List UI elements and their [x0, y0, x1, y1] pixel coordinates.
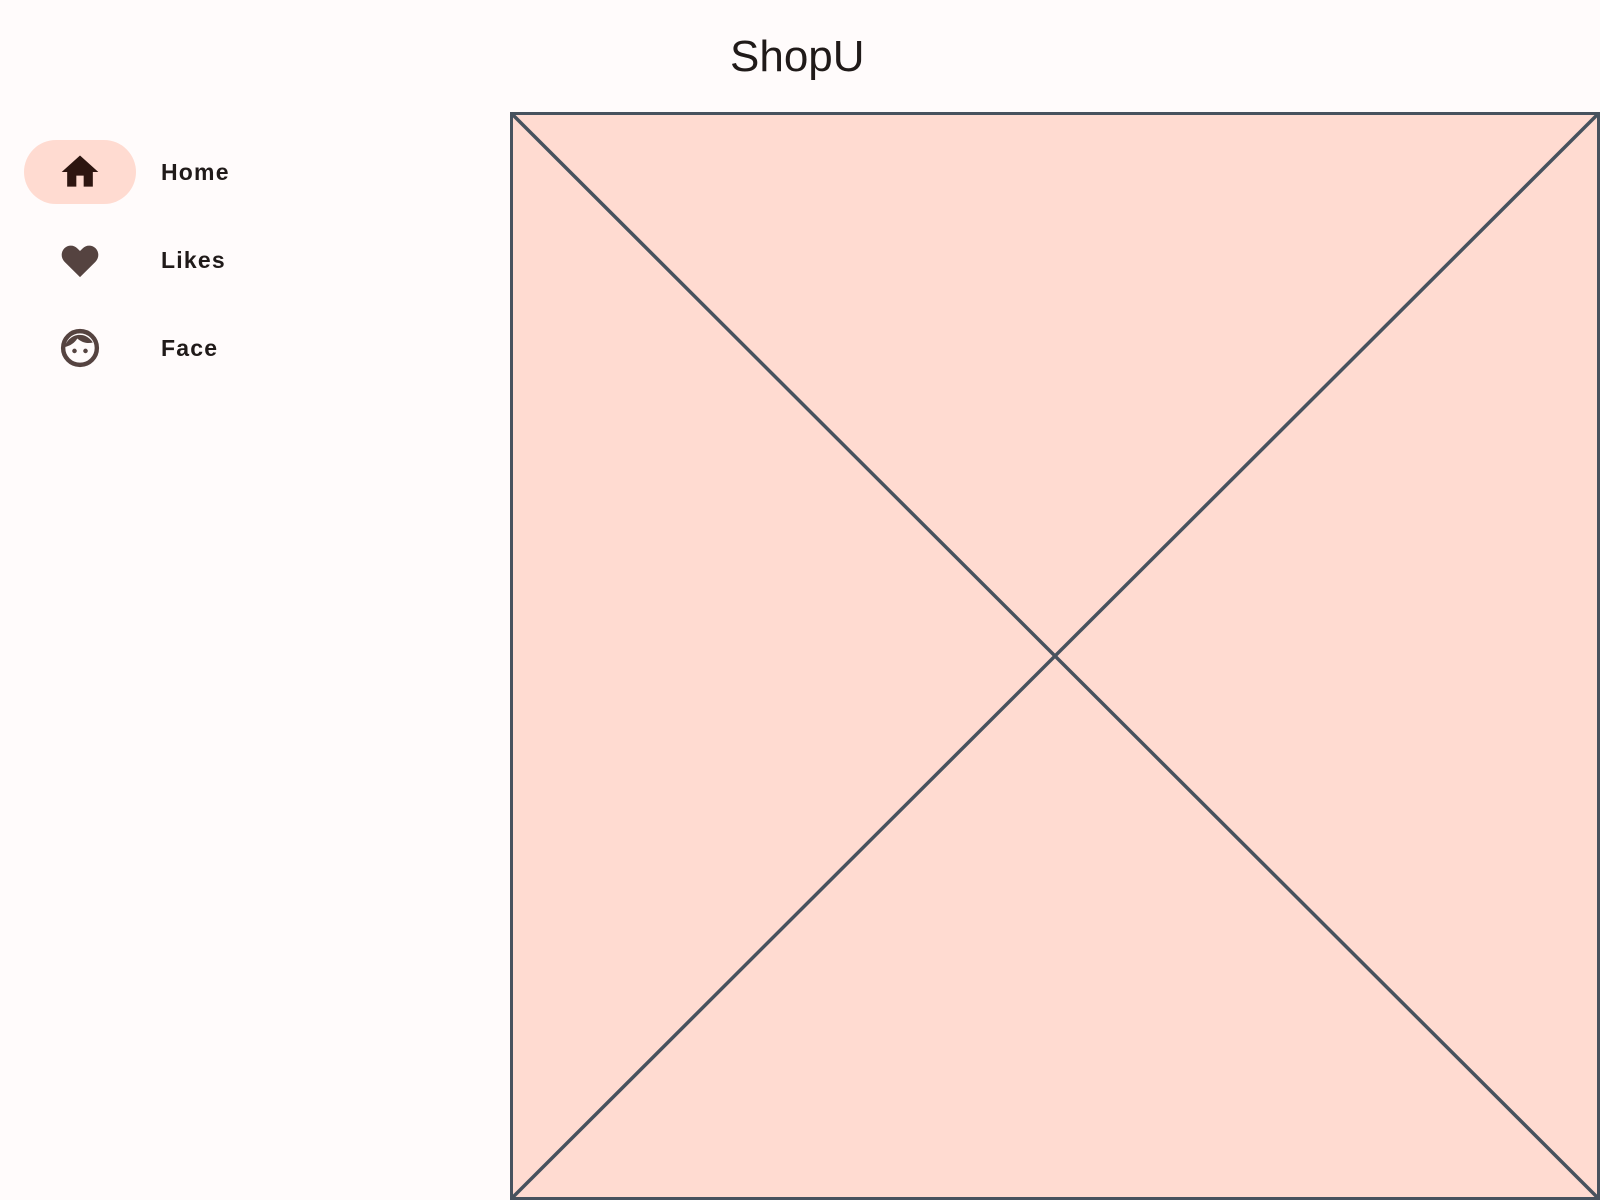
- nav-item-likes[interactable]: Likes: [0, 216, 460, 304]
- nav-item-label: Likes: [161, 247, 226, 273]
- navigation-rail: Home Likes Face: [0, 128, 460, 392]
- image-placeholder: [510, 112, 1600, 1200]
- nav-item-label: Home: [161, 159, 230, 185]
- home-icon: [61, 155, 99, 187]
- nav-item-face[interactable]: Face: [0, 304, 460, 392]
- face-icon: [60, 328, 100, 368]
- nav-item-label: Face: [161, 335, 219, 361]
- heart-icon: [61, 245, 99, 278]
- placeholder-cross-icon: [510, 112, 1600, 1200]
- app-title: ShopU: [730, 32, 865, 81]
- nav-item-home[interactable]: Home: [0, 128, 460, 216]
